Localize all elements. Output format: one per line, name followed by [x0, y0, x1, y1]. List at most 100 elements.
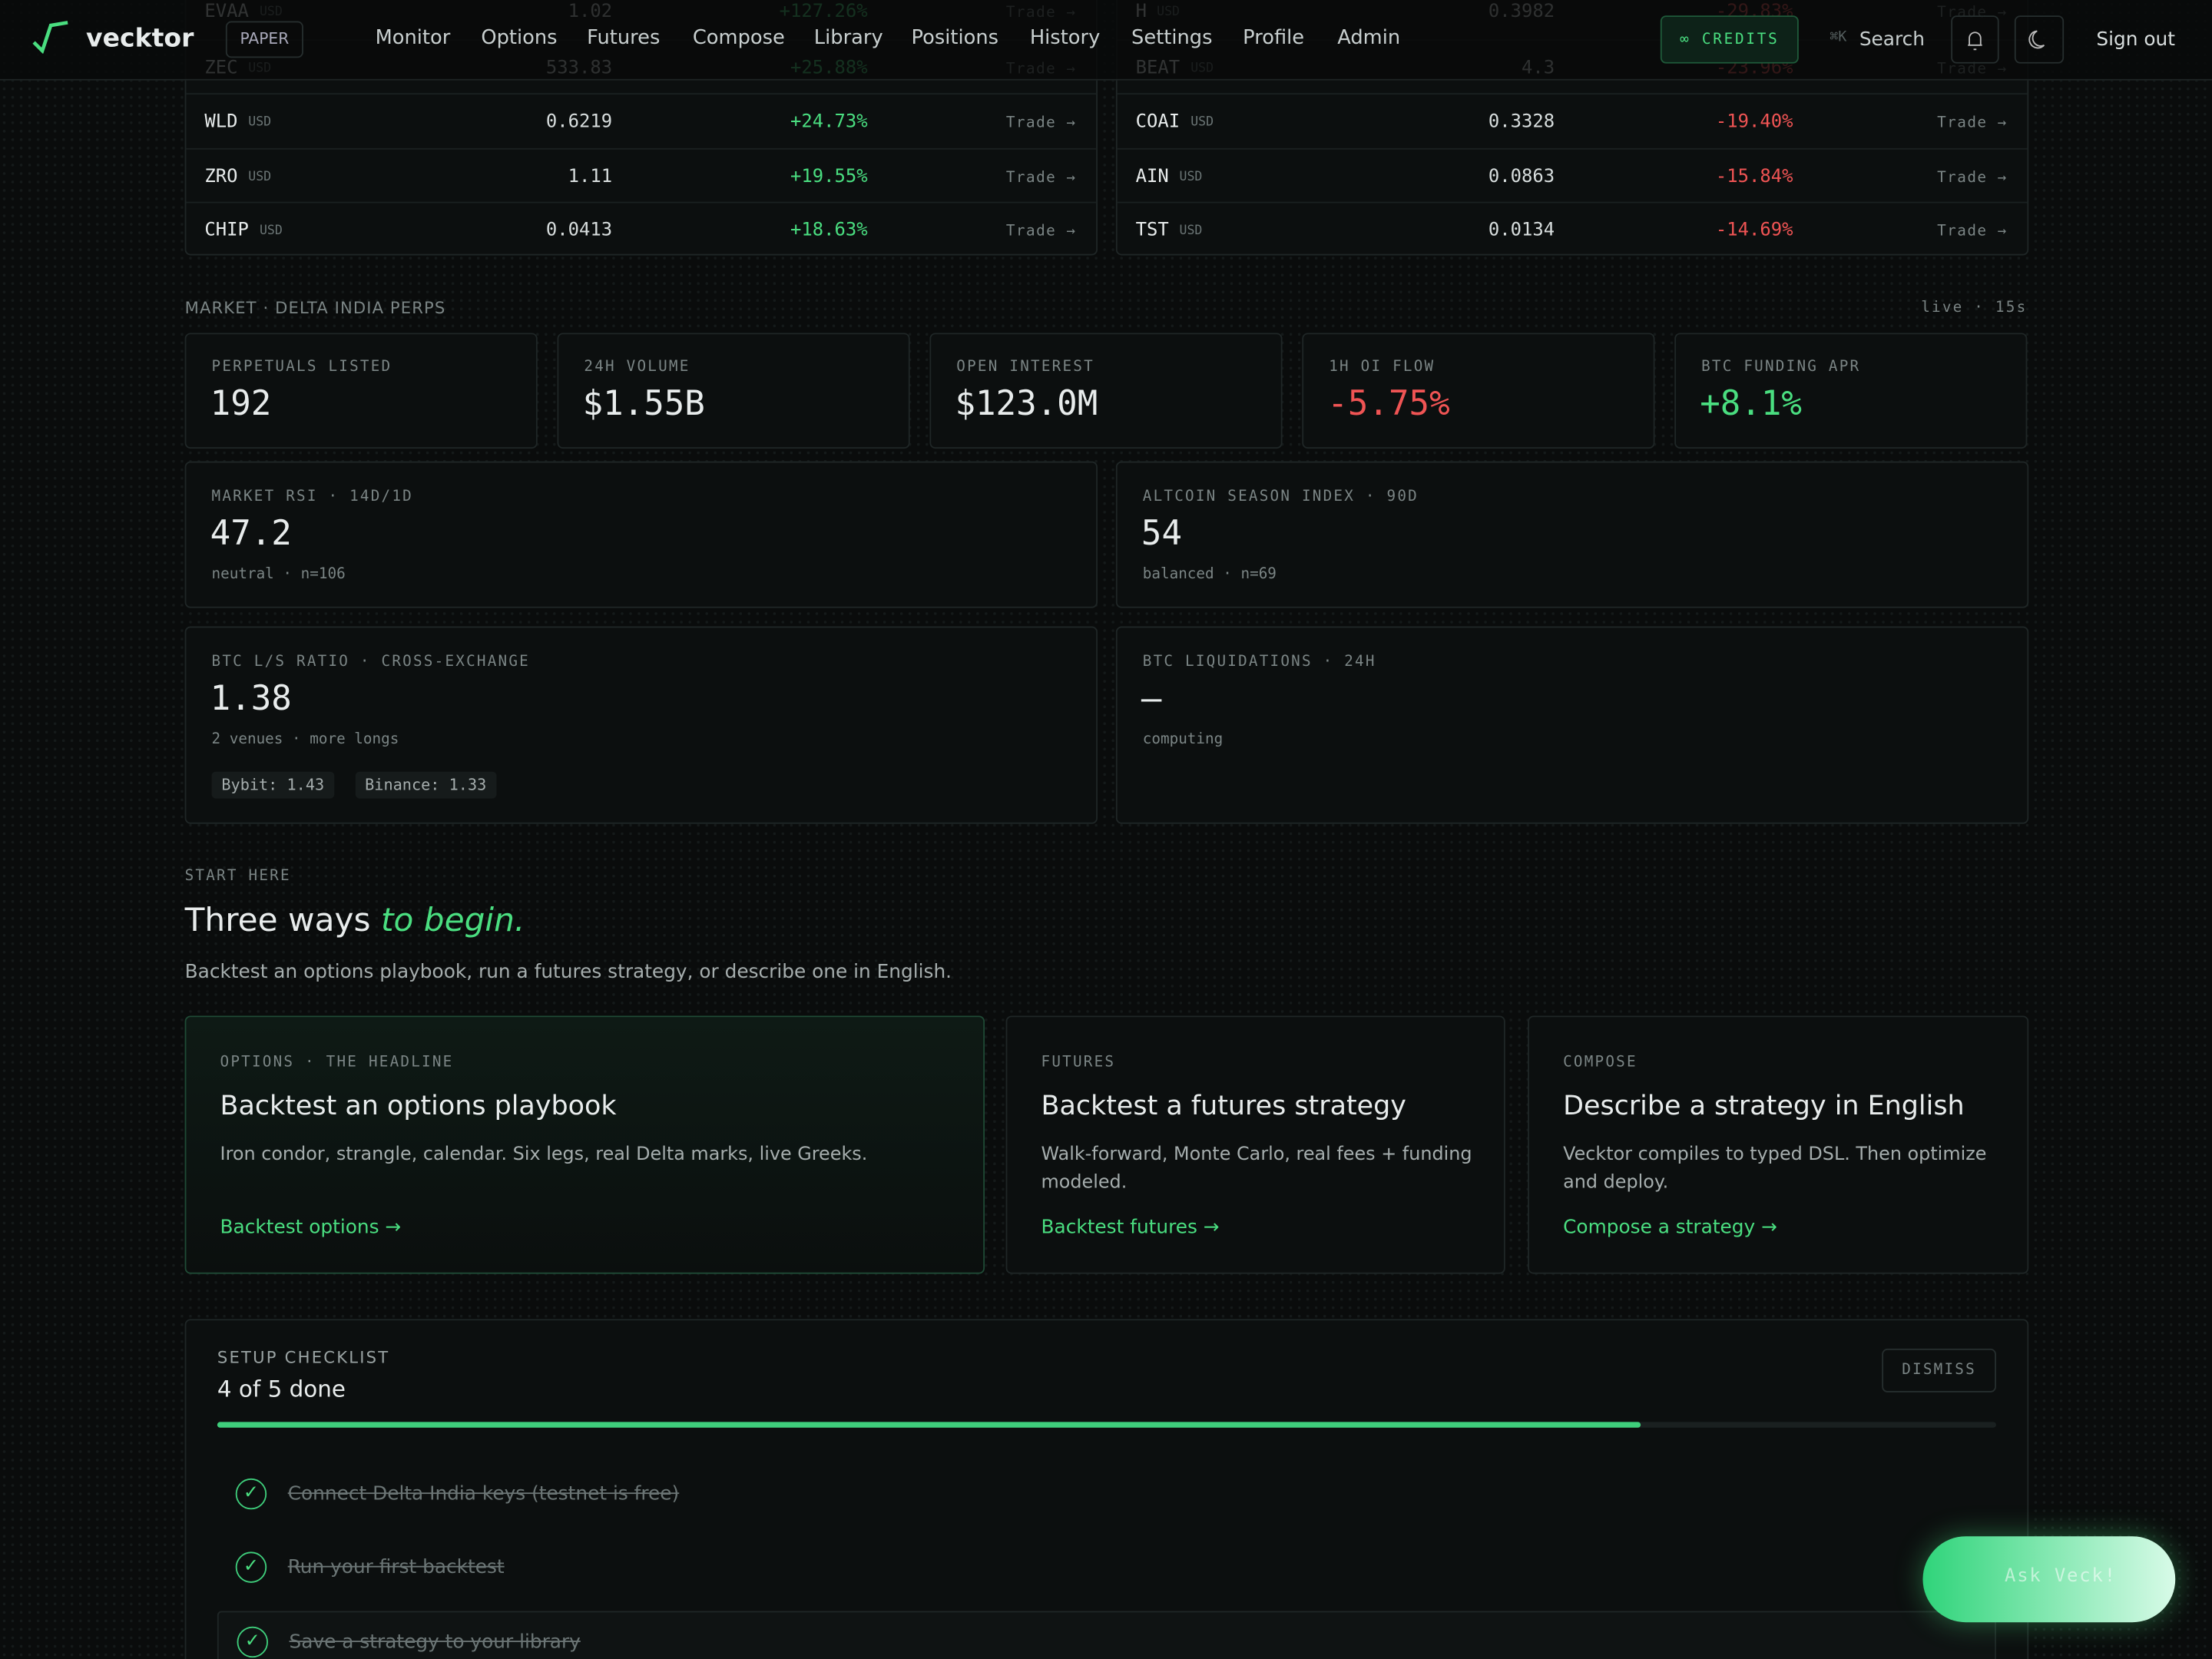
progress-track: [217, 1422, 1996, 1428]
card-link[interactable]: Backtest options →: [220, 1216, 402, 1239]
stat-value: $1.55B: [582, 383, 705, 424]
check-icon: ✓: [235, 1478, 267, 1510]
trade-link[interactable]: Trade →: [1937, 223, 2008, 240]
card-title: Backtest an options playbook: [220, 1090, 617, 1122]
symbol: CHIP: [204, 220, 249, 242]
section-title: MARKET · DELTA INDIA PERPS: [184, 297, 446, 318]
theme-toggle[interactable]: [2014, 15, 2065, 64]
change: +19.55%: [790, 165, 868, 187]
stat-card: PERPETUALS LISTED 192: [184, 333, 538, 449]
nav-link[interactable]: History: [1029, 26, 1101, 50]
stat-label: 1H OI FLOW: [1329, 358, 1435, 376]
brand[interactable]: vecktor: [86, 24, 194, 54]
assistant-label: Ask Veck!: [2005, 1565, 2117, 1588]
checklist-item[interactable]: ✓ Save a strategy to your library: [217, 1611, 1996, 1659]
check-icon: ✓: [235, 1551, 267, 1583]
nav-link[interactable]: Settings: [1131, 26, 1213, 50]
checklist-panel: SETUP CHECKLIST 4 of 5 done DISMISS ✓ Con…: [184, 1319, 2029, 1659]
metric-note: balanced · n=69: [1142, 565, 1277, 583]
card-eyebrow: COMPOSE: [1563, 1054, 1637, 1071]
venue-chip: Bybit: 1.43: [211, 771, 335, 799]
metric-card: BTC L/S RATIO · CROSS-EXCHANGE 1.38 2 venu…: [184, 626, 1098, 824]
credits-button[interactable]: ∞ CREDITS: [1660, 15, 1799, 64]
item-text: Connect Delta India keys (testnet is fre…: [287, 1482, 680, 1505]
nav-link[interactable]: Admin: [1337, 26, 1401, 50]
card-text: Vecktor compiles to typed DSL. Then opti…: [1563, 1144, 1987, 1194]
change: -19.40%: [1715, 111, 1793, 133]
checklist-title: SETUP CHECKLIST: [217, 1347, 390, 1367]
nav-link[interactable]: Monitor: [375, 26, 451, 50]
venue-chip: Binance: 1.33: [355, 771, 497, 799]
change: +18.63%: [790, 220, 868, 242]
symbol: TST: [1135, 220, 1169, 242]
stat-card: OPEN INTEREST $123.0M: [929, 333, 1283, 449]
card-text: Walk-forward, Monte Carlo, real fees + f…: [1041, 1144, 1472, 1194]
price: 0.3328: [1488, 111, 1555, 133]
nav-link[interactable]: Positions: [911, 26, 999, 50]
price: 0.0863: [1488, 165, 1555, 187]
dismiss-button[interactable]: DISMISS: [1882, 1348, 1996, 1392]
trade-link[interactable]: Trade →: [1937, 114, 2008, 131]
nav-link[interactable]: Compose: [692, 26, 785, 50]
card-title: Backtest a futures strategy: [1041, 1090, 1406, 1122]
quote-unit: USD: [1190, 115, 1214, 130]
card-link[interactable]: Backtest futures →: [1041, 1216, 1220, 1239]
assistant-button[interactable]: Ask Veck!: [1922, 1536, 2176, 1623]
card-eyebrow: OPTIONS · THE HEADLINE: [220, 1054, 454, 1071]
metric-value: 47.2: [210, 513, 292, 554]
checklist-item[interactable]: ✓ Run your first backtest: [217, 1538, 1996, 1600]
metric-label: BTC L/S RATIO · CROSS-EXCHANGE: [211, 653, 530, 671]
nav-link[interactable]: Library: [813, 26, 883, 50]
search[interactable]: Search: [1859, 28, 1926, 51]
metric-value: 54: [1141, 513, 1183, 554]
mover-row: CHIP USD 0.0413 +18.63% Trade →: [186, 201, 1097, 257]
sign-out[interactable]: Sign out: [2096, 28, 2175, 51]
nav-link[interactable]: Profile: [1243, 26, 1305, 50]
subtitle: Backtest an options playbook, run a futu…: [184, 960, 952, 984]
nav-link[interactable]: Options: [481, 26, 558, 50]
notifications[interactable]: [1951, 15, 1999, 64]
stat-label: PERPETUALS LISTED: [211, 358, 392, 376]
metric-card: ALTCOIN SEASON INDEX · 90D 54 balanced · n…: [1115, 461, 2029, 608]
start-card[interactable]: FUTURES Backtest a futures strategy Walk-f…: [1005, 1015, 1505, 1274]
trade-link[interactable]: Trade →: [1005, 114, 1077, 131]
quote-unit: USD: [1179, 170, 1203, 184]
nav-link[interactable]: Futures: [587, 26, 661, 50]
item-text: Save a strategy to your library: [289, 1631, 581, 1654]
mode-badge: PAPER: [225, 21, 303, 58]
item-text: Run your first backtest: [287, 1555, 505, 1579]
card-title: Describe a strategy in English: [1563, 1090, 1965, 1122]
price: 1.11: [568, 165, 613, 187]
stat-label: BTC FUNDING APR: [1701, 358, 1861, 376]
start-card[interactable]: COMPOSE Describe a strategy in English Vec…: [1528, 1015, 2029, 1274]
mover-row: ZRO USD 1.11 +19.55% Trade →: [186, 147, 1097, 203]
quote-unit: USD: [248, 115, 272, 130]
stat-card: BTC FUNDING APR +8.1%: [1674, 333, 2028, 449]
price: 0.0134: [1488, 220, 1555, 242]
stat-label: 24H VOLUME: [584, 358, 690, 376]
stat-card: 1H OI FLOW -5.75%: [1302, 333, 1655, 449]
symbol: ZRO: [204, 165, 238, 187]
trade-link[interactable]: Trade →: [1005, 223, 1077, 240]
change: -14.69%: [1715, 220, 1793, 242]
price: 0.0413: [545, 220, 613, 242]
trade-link[interactable]: Trade →: [1005, 168, 1077, 186]
metric-card: MARKET RSI · 14D/1D 47.2 neutral · n=106: [184, 461, 1098, 608]
card-link[interactable]: Compose a strategy →: [1563, 1216, 1777, 1239]
card-eyebrow: FUTURES: [1041, 1054, 1116, 1071]
trade-link[interactable]: Trade →: [1937, 168, 2008, 186]
start-card[interactable]: OPTIONS · THE HEADLINE Backtest an option…: [184, 1015, 985, 1274]
stat-value: +8.1%: [1700, 383, 1802, 424]
symbol: WLD: [204, 111, 238, 133]
metric-label: ALTCOIN SEASON INDEX · 90D: [1142, 488, 1419, 505]
change: +24.73%: [790, 111, 868, 133]
price: 0.6219: [545, 111, 613, 133]
stat-value: -5.75%: [1327, 383, 1450, 424]
change: -15.84%: [1715, 165, 1793, 187]
metric-note: neutral · n=106: [211, 565, 346, 583]
heading: Three ways to begin.: [185, 903, 525, 940]
checklist-status: 4 of 5 done: [217, 1375, 346, 1402]
checklist-item[interactable]: ✓ Connect Delta India keys (testnet is fr…: [217, 1465, 1996, 1527]
